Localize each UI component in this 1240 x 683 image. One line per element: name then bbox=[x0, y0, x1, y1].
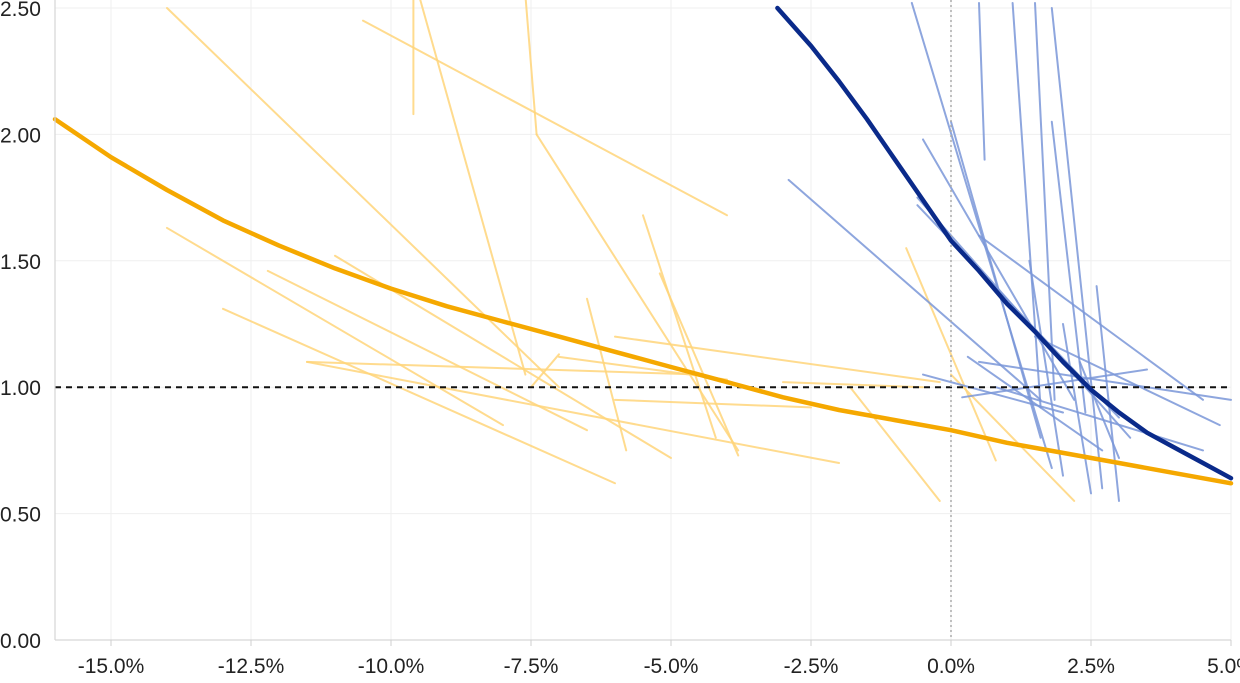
x-tick-label: -7.5% bbox=[504, 655, 559, 678]
series-2-segment-4 bbox=[524, 0, 538, 136]
x-tick-label: -10.0% bbox=[358, 655, 425, 678]
series-2-segment-0 bbox=[166, 7, 560, 389]
series-2-segment-5 bbox=[535, 133, 740, 452]
series-0-curve bbox=[52, 116, 1234, 486]
y-tick-label: 0.00 bbox=[0, 630, 41, 653]
series-3-segment-5 bbox=[950, 120, 1042, 439]
series-1-curve bbox=[775, 5, 1234, 481]
series-3-segment-21 bbox=[966, 355, 1104, 452]
series-3-segment-2 bbox=[1011, 1, 1042, 409]
grid-layer bbox=[55, 0, 1232, 641]
y-tick-label: 1.50 bbox=[0, 251, 41, 274]
series-3-segment-4 bbox=[1050, 7, 1104, 490]
y-tick-label: 2.50 bbox=[0, 0, 41, 21]
series-2-segment-22 bbox=[614, 398, 812, 409]
series-2-segment-13 bbox=[530, 353, 560, 389]
series-3-segment-6 bbox=[922, 138, 1076, 401]
series-3-segment-20 bbox=[994, 386, 1204, 452]
x-tick-label: -15.0% bbox=[78, 655, 145, 678]
series-2-segment-20 bbox=[782, 381, 924, 389]
series-2-segment-11 bbox=[306, 360, 840, 465]
x-tick-label: -2.5% bbox=[784, 655, 839, 678]
series-2-segment-17 bbox=[614, 335, 941, 384]
series-3-segment-13 bbox=[1028, 259, 1064, 477]
series-2-segment-6 bbox=[166, 226, 504, 427]
x-tick-label: 2.5% bbox=[1067, 655, 1115, 678]
reference-lines-layer bbox=[55, 0, 1231, 640]
series-2-segment-21 bbox=[950, 373, 1076, 502]
series-3-segment-1 bbox=[978, 1, 986, 161]
series-2-segment-15 bbox=[642, 214, 717, 439]
y-tick-label: 1.00 bbox=[0, 377, 41, 400]
series-3-segment-18 bbox=[1034, 335, 1221, 427]
series-2-segment-18 bbox=[905, 247, 997, 462]
series-2-segment-14 bbox=[586, 297, 628, 452]
thin-lines-layer bbox=[166, 0, 1232, 502]
series-2-segment-7 bbox=[266, 269, 588, 432]
y-tick-label: 0.50 bbox=[0, 504, 41, 527]
series-2-segment-1 bbox=[362, 19, 728, 217]
x-tick-label: 5.0% bbox=[1207, 655, 1240, 678]
y-tick-label: 2.00 bbox=[0, 124, 41, 147]
series-3-segment-15 bbox=[978, 360, 1232, 401]
series-2-segment-9 bbox=[222, 307, 616, 485]
series-3-segment-7 bbox=[787, 178, 1042, 401]
series-2-segment-2 bbox=[419, 0, 527, 376]
series-3-segment-19 bbox=[1078, 360, 1120, 459]
series-2-segment-16 bbox=[658, 272, 740, 457]
series-2-segment-19 bbox=[849, 386, 941, 502]
series-2-segment-10 bbox=[306, 360, 700, 376]
x-tick-label: 0.0% bbox=[927, 655, 975, 678]
x-tick-label: -12.5% bbox=[218, 655, 285, 678]
fitted-curves-layer bbox=[52, 5, 1234, 486]
series-3-segment-12 bbox=[1095, 285, 1120, 502]
series-3-segment-17 bbox=[961, 368, 1148, 399]
x-tick-label: -5.0% bbox=[644, 655, 699, 678]
series-3-segment-10 bbox=[978, 234, 1204, 401]
series-3-segment-3 bbox=[1034, 1, 1056, 401]
